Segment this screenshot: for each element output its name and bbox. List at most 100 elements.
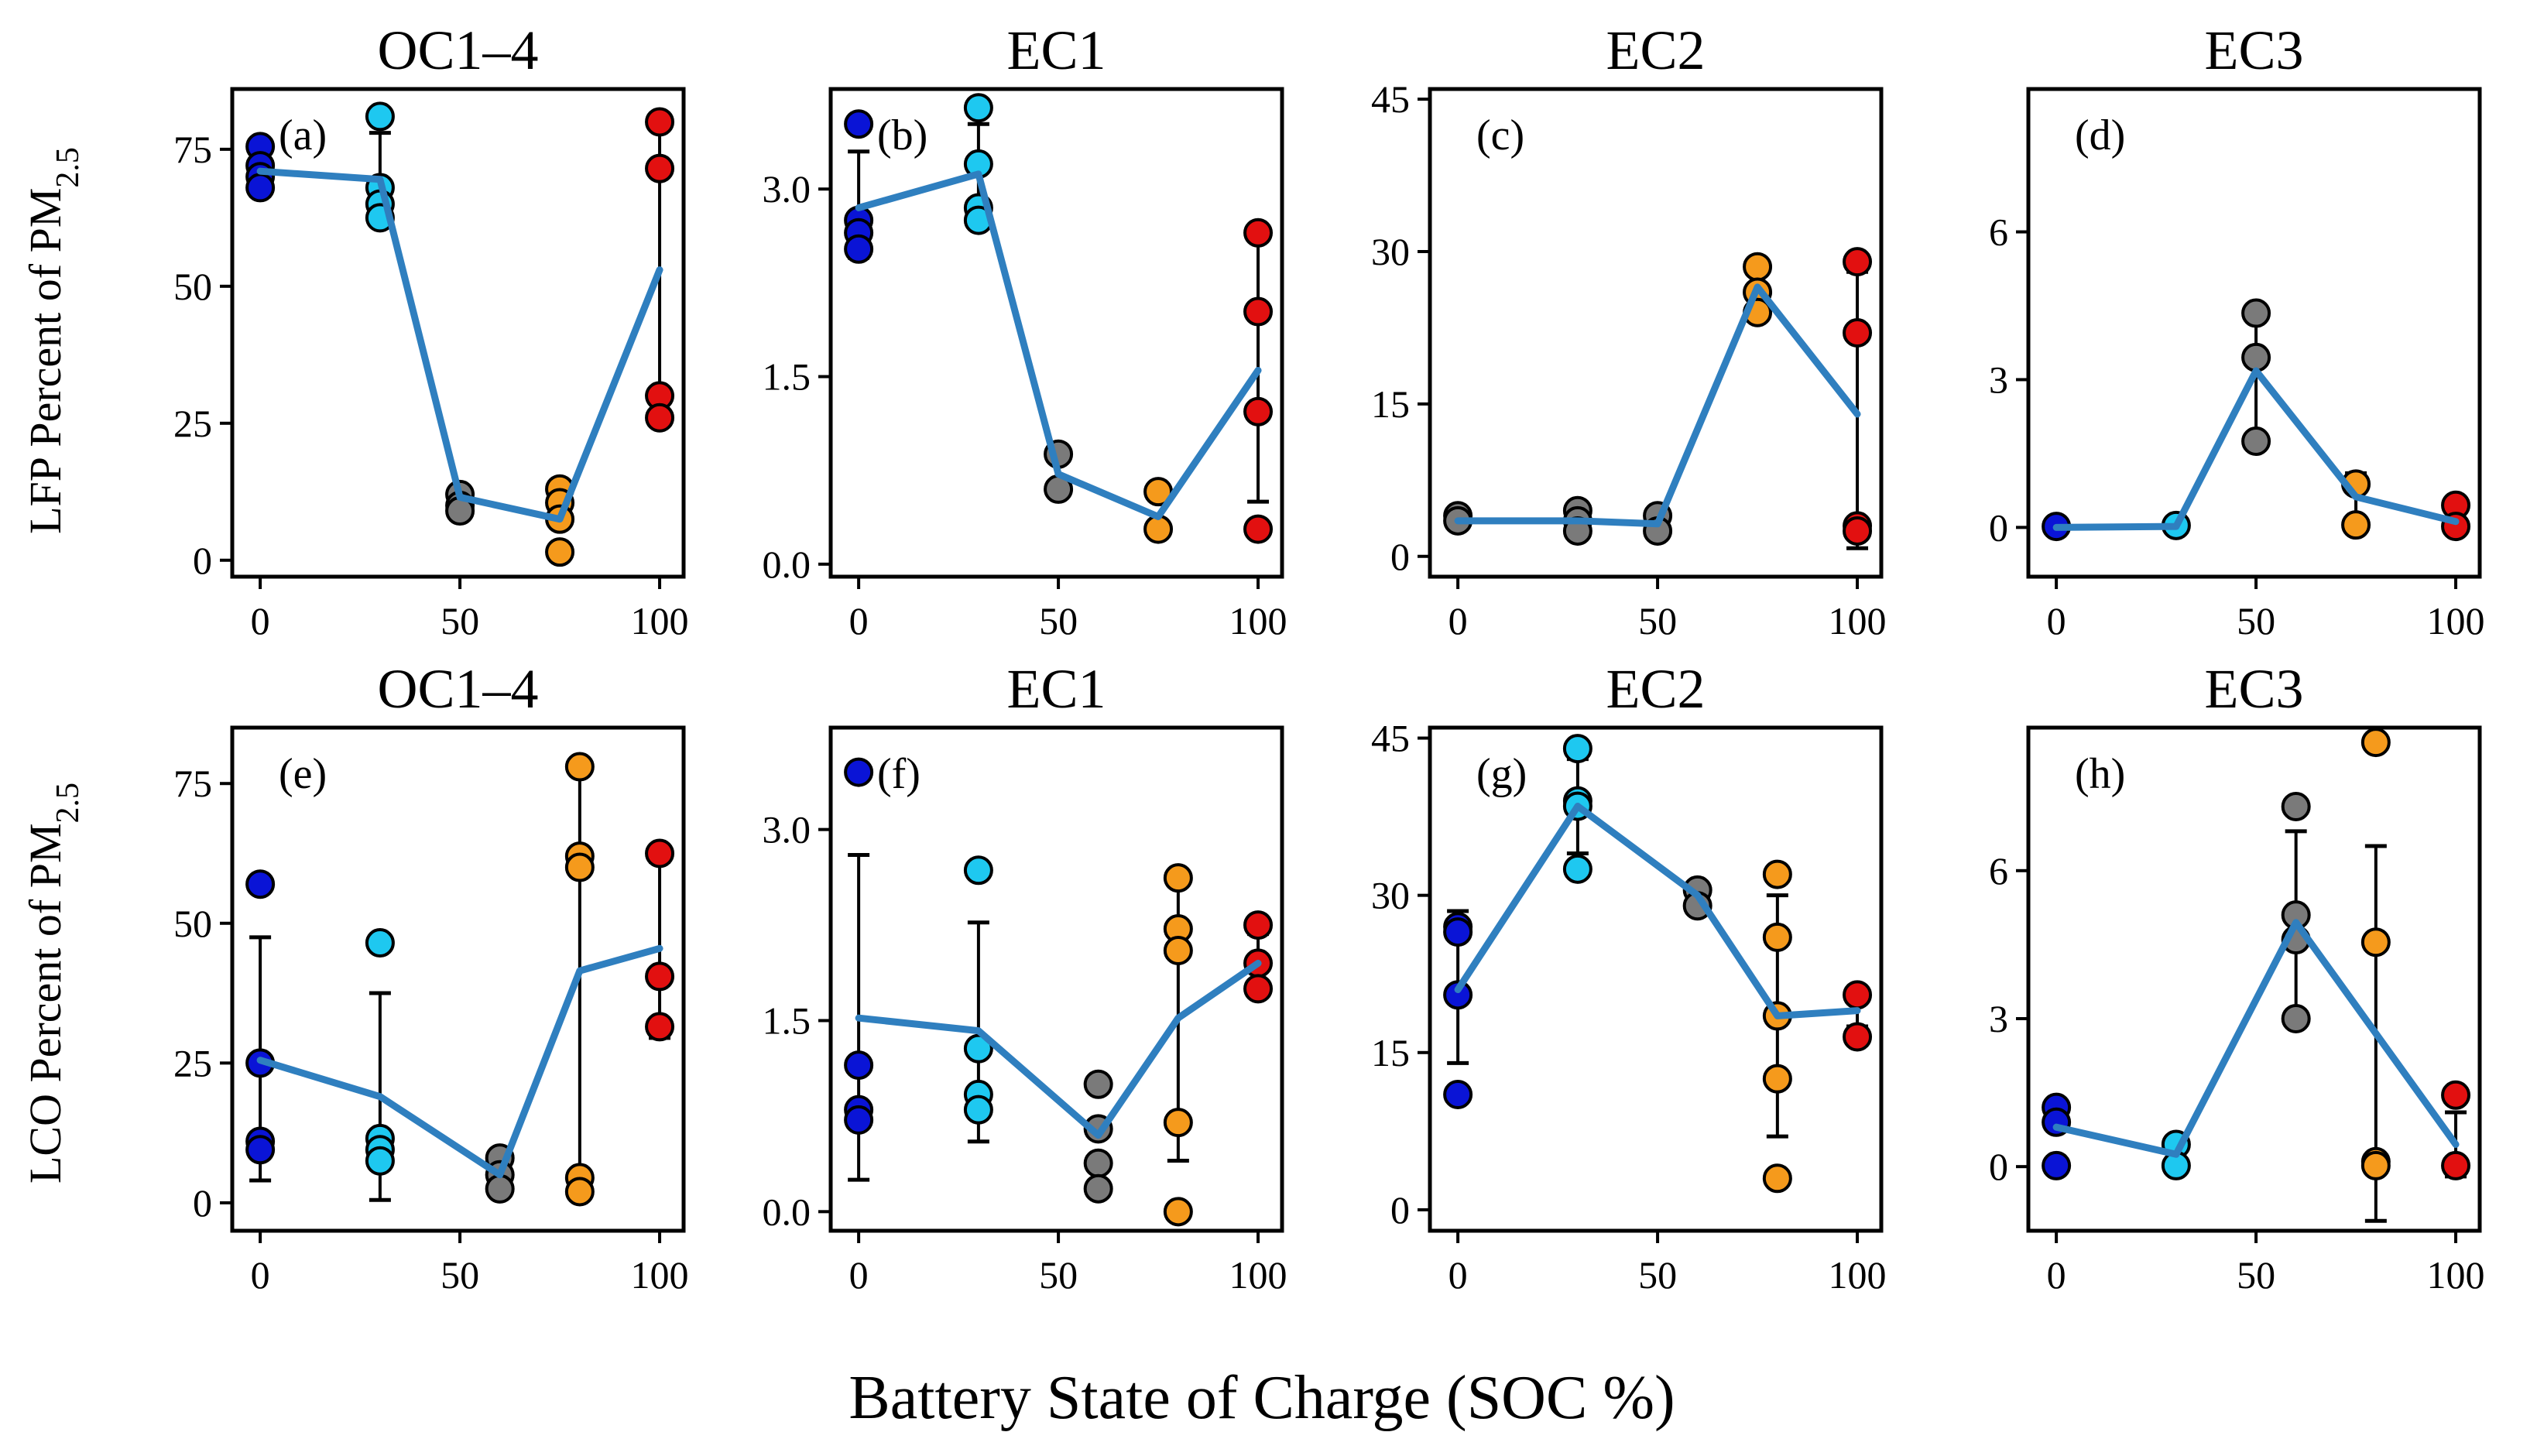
panel-e: OC1–4 (e) 0 25 50 75 0 50 100 <box>173 658 689 1297</box>
y-tick-label: 1.5 <box>763 355 811 399</box>
x-tick-label: 100 <box>2427 1253 2485 1297</box>
series-line <box>256 944 663 1179</box>
panel-label: (b) <box>877 111 927 159</box>
data-point <box>1843 247 1873 277</box>
x-tick-label: 100 <box>2427 599 2485 642</box>
y-tick-label: 3.0 <box>763 808 811 851</box>
data-point <box>1083 1148 1113 1178</box>
y-tick-label: 3 <box>1989 358 2008 401</box>
x-tick-label: 0 <box>251 599 270 642</box>
y-tick-label: 50 <box>173 265 212 308</box>
data-point <box>2441 1150 2471 1180</box>
data-point <box>245 869 276 899</box>
series-line <box>1454 283 1861 528</box>
data-point <box>963 93 993 123</box>
data-point <box>2241 298 2271 328</box>
y-tick-label: 45 <box>1371 77 1410 121</box>
panel-label: (a) <box>279 111 327 159</box>
x-tick-label: 0 <box>849 599 869 642</box>
data-point <box>485 1173 515 1204</box>
data-point <box>2241 427 2271 456</box>
series-line <box>855 170 1262 520</box>
panel-title: EC1 <box>1006 658 1106 720</box>
panel-a: OC1–4 (a) 0 25 50 75 0 50 100 <box>173 19 689 642</box>
plot-frame <box>828 725 1284 1233</box>
y-tick-label: 75 <box>173 128 212 171</box>
y-tick-label: 1.5 <box>763 999 811 1042</box>
y-tick-label: 0 <box>193 539 212 582</box>
panel-label: (c) <box>1476 111 1524 159</box>
data-point <box>1762 922 1792 952</box>
data-point <box>564 752 595 782</box>
y-tick-label: 50 <box>173 902 212 945</box>
y-axis-label-lfp: LFP Percent of PM2.5 <box>20 147 86 534</box>
data-point <box>1762 1163 1792 1194</box>
panel-title: EC1 <box>1006 19 1106 81</box>
data-point <box>1762 859 1792 889</box>
data-point <box>1762 1064 1792 1094</box>
x-tick-label: 50 <box>2237 599 2275 642</box>
panel-title: EC3 <box>2204 19 2303 81</box>
data-point <box>844 109 874 139</box>
x-tick-label: 100 <box>1229 599 1287 642</box>
panel-title: OC1–4 <box>377 19 538 81</box>
data-point <box>1243 974 1274 1004</box>
data-point <box>2281 791 2311 821</box>
data-point <box>1083 1173 1113 1204</box>
data-point <box>564 852 595 882</box>
data-point <box>1562 734 1592 764</box>
data-point <box>963 1033 993 1064</box>
plot-frame <box>2026 725 2482 1233</box>
data-point <box>2441 1080 2471 1110</box>
data-point <box>1163 935 1193 965</box>
x-tick-label: 100 <box>631 1253 689 1297</box>
data-point <box>645 838 675 868</box>
data-point <box>1163 1197 1193 1227</box>
panel-title: EC2 <box>1606 19 1705 81</box>
y-tick-label: 3.0 <box>763 167 811 211</box>
x-tick-label: 0 <box>849 1253 869 1297</box>
panel-g: EC2 (g) 0 15 30 45 0 50 100 <box>1371 658 1887 1297</box>
y-tick-label: 3 <box>1989 997 2008 1040</box>
data-point <box>2360 1150 2391 1180</box>
y-tick-label: 45 <box>1371 717 1410 760</box>
data-point <box>245 1135 276 1165</box>
data-point <box>1443 1079 1473 1109</box>
y-tick-label: 0 <box>1390 535 1410 578</box>
data-point <box>1243 514 1274 544</box>
plot-frame <box>230 87 686 579</box>
data-point <box>2341 510 2371 540</box>
data-point <box>1562 854 1592 884</box>
y-tick-label: 75 <box>173 762 212 805</box>
panel-label: (e) <box>279 750 327 798</box>
data-point <box>545 537 575 567</box>
y-tick-label: 30 <box>1371 230 1410 273</box>
data-point <box>1243 396 1274 427</box>
data-point <box>963 1095 993 1125</box>
x-tick-label: 50 <box>441 1253 479 1297</box>
x-tick-label: 50 <box>1638 599 1677 642</box>
data-point <box>1843 1022 1873 1052</box>
y-tick-label: 0 <box>193 1181 212 1225</box>
data-point <box>2360 728 2391 758</box>
panel-h: EC3 (h) 0 3 6 0 50 100 <box>1989 658 2485 1297</box>
series-line <box>1454 803 1861 1019</box>
data-point <box>1843 980 1873 1010</box>
panel-title: EC2 <box>1606 658 1705 720</box>
y-tick-label: 0 <box>1390 1188 1410 1232</box>
x-tick-label: 100 <box>631 599 689 642</box>
plot-frame <box>2026 87 2482 579</box>
plot-frame <box>230 725 686 1233</box>
x-tick-label: 0 <box>1448 599 1468 642</box>
data-point <box>844 234 874 264</box>
x-tick-label: 50 <box>1039 1253 1078 1297</box>
data-point <box>1243 218 1274 248</box>
x-tick-label: 0 <box>2047 1253 2066 1297</box>
panel-label: (h) <box>2075 750 2125 798</box>
data-point <box>844 1105 874 1135</box>
data-point <box>2042 1150 2072 1180</box>
data-point <box>1243 910 1274 940</box>
x-tick-label: 50 <box>1638 1253 1677 1297</box>
panel-title: EC3 <box>2204 658 2303 720</box>
